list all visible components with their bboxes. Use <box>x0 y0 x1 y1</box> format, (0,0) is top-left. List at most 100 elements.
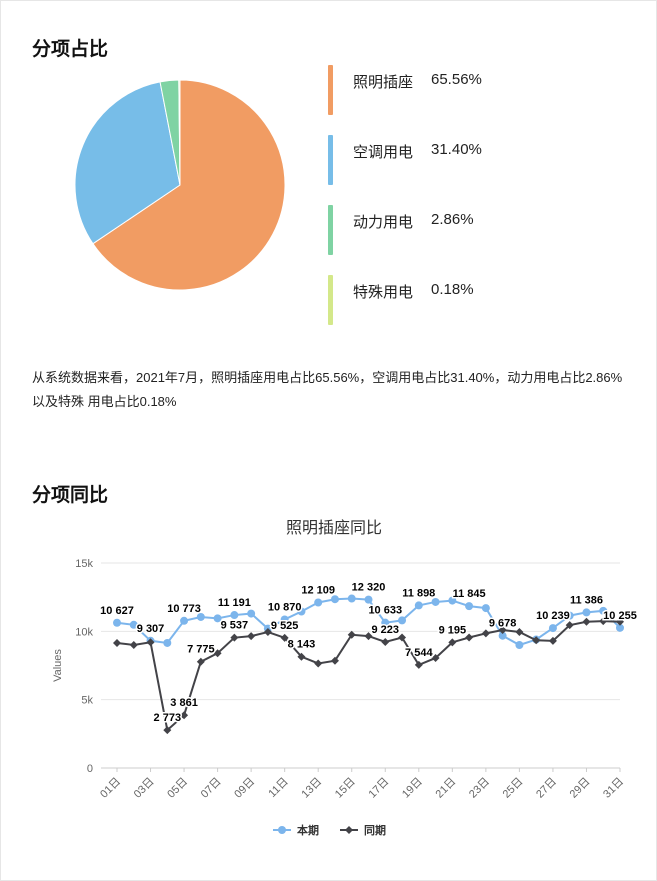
data-point[interactable] <box>398 616 407 625</box>
legend-percent: 65.56% <box>431 71 482 88</box>
data-point[interactable] <box>481 629 490 638</box>
data-point[interactable] <box>448 596 457 605</box>
data-point[interactable] <box>364 632 373 641</box>
data-point[interactable] <box>515 641 524 649</box>
x-tick-label: 01日 <box>98 776 123 801</box>
legend-label: 特殊用电 <box>353 284 414 301</box>
data-point[interactable] <box>330 595 339 604</box>
data-point[interactable] <box>431 597 440 606</box>
data-point[interactable] <box>347 594 356 603</box>
legend-percent: 31.40% <box>431 141 482 158</box>
chart-title: 照明插座同比 <box>286 519 382 537</box>
data-point[interactable] <box>381 618 390 627</box>
data-point[interactable] <box>398 633 407 642</box>
data-point[interactable] <box>297 607 306 616</box>
data-label: 9 678 <box>489 618 517 630</box>
legend-item-current[interactable]: 本期 <box>273 823 319 837</box>
line-legend: 本期 同期 <box>273 823 386 837</box>
data-point[interactable] <box>565 611 574 620</box>
data-point[interactable] <box>196 612 205 621</box>
legend-label: 空调用电 <box>353 144 414 161</box>
x-tick-label: 31日 <box>601 776 626 801</box>
data-point[interactable] <box>465 633 474 642</box>
data-point[interactable] <box>213 649 222 658</box>
data-point[interactable] <box>163 726 172 735</box>
data-point[interactable] <box>616 617 624 626</box>
data-point[interactable] <box>381 637 390 646</box>
data-label: 10 239 <box>536 610 570 622</box>
data-point[interactable] <box>465 602 474 611</box>
y-axis-label: Values <box>52 649 64 682</box>
yoy-section-title: 分项同比 <box>32 485 109 506</box>
data-point[interactable] <box>616 623 624 632</box>
data-point[interactable] <box>280 633 289 642</box>
data-point[interactable] <box>532 636 541 645</box>
x-tick-label: 03日 <box>132 776 157 801</box>
data-point[interactable] <box>515 628 524 637</box>
data-point[interactable] <box>163 638 172 647</box>
share-section-title: 分项占比 <box>32 39 109 60</box>
pie-slice-3[interactable] <box>178 79 181 186</box>
legend-marker <box>278 826 286 834</box>
data-point[interactable] <box>230 633 239 642</box>
y-tick-label: 15k <box>75 558 93 570</box>
data-point[interactable] <box>414 660 423 669</box>
data-point[interactable] <box>213 614 222 623</box>
data-point[interactable] <box>548 636 557 645</box>
summary-text: 从系统数据来看，2021年7月，照明插座用电占比65.56%，空调用电占比31.… <box>32 370 623 409</box>
pie-slice-1[interactable] <box>74 81 181 245</box>
pie-chart <box>74 79 286 291</box>
legend-color-bar <box>328 205 333 255</box>
data-point[interactable] <box>146 638 155 647</box>
x-tick-label: 15日 <box>333 776 358 801</box>
x-tick-label: 21日 <box>434 776 459 801</box>
data-point[interactable] <box>314 659 323 668</box>
data-label: 11 898 <box>402 587 435 599</box>
data-point[interactable] <box>247 632 256 641</box>
x-tick-label: 05日 <box>165 776 190 801</box>
data-point[interactable] <box>481 604 490 613</box>
data-point[interactable] <box>196 657 205 666</box>
x-tick-label: 25日 <box>501 776 526 801</box>
data-point[interactable] <box>314 598 323 607</box>
data-point[interactable] <box>113 638 121 647</box>
data-point[interactable] <box>297 652 306 661</box>
data-point[interactable] <box>263 628 272 637</box>
data-point[interactable] <box>548 624 557 633</box>
data-label: 7 775 <box>187 644 215 656</box>
data-point[interactable] <box>498 631 507 640</box>
data-point[interactable] <box>498 625 507 634</box>
legend-item-previous[interactable]: 同期 <box>340 823 386 837</box>
data-point[interactable] <box>113 618 121 627</box>
x-tick-label: 29日 <box>568 776 593 801</box>
data-point[interactable] <box>599 606 608 615</box>
data-point[interactable] <box>582 608 591 617</box>
x-tick-label: 27日 <box>534 776 559 801</box>
legend-color-bar <box>328 65 333 115</box>
data-point[interactable] <box>180 616 189 625</box>
pie-slice-0[interactable] <box>92 79 286 291</box>
data-point[interactable] <box>247 609 256 618</box>
data-point[interactable] <box>347 630 356 639</box>
legend-label: 动力用电 <box>353 214 414 231</box>
data-point[interactable] <box>364 595 373 604</box>
data-point[interactable] <box>414 601 423 610</box>
data-point[interactable] <box>180 711 189 720</box>
data-point[interactable] <box>431 653 440 662</box>
x-tick-label: 17日 <box>366 776 391 801</box>
legend-percent: 0.18% <box>431 281 474 298</box>
data-point[interactable] <box>330 656 339 665</box>
data-point[interactable] <box>129 641 138 649</box>
data-point[interactable] <box>582 617 591 626</box>
y-tick-label: 5k <box>81 695 93 707</box>
data-point[interactable] <box>129 620 138 629</box>
data-label: 10 773 <box>167 603 201 615</box>
data-point[interactable] <box>565 621 574 630</box>
data-label: 11 845 <box>453 588 486 600</box>
data-label: 12 109 <box>301 585 335 597</box>
data-point[interactable] <box>448 638 457 647</box>
data-point[interactable] <box>280 615 289 624</box>
data-label: 9 195 <box>439 624 467 636</box>
data-point[interactable] <box>599 617 608 626</box>
data-point[interactable] <box>230 611 239 620</box>
